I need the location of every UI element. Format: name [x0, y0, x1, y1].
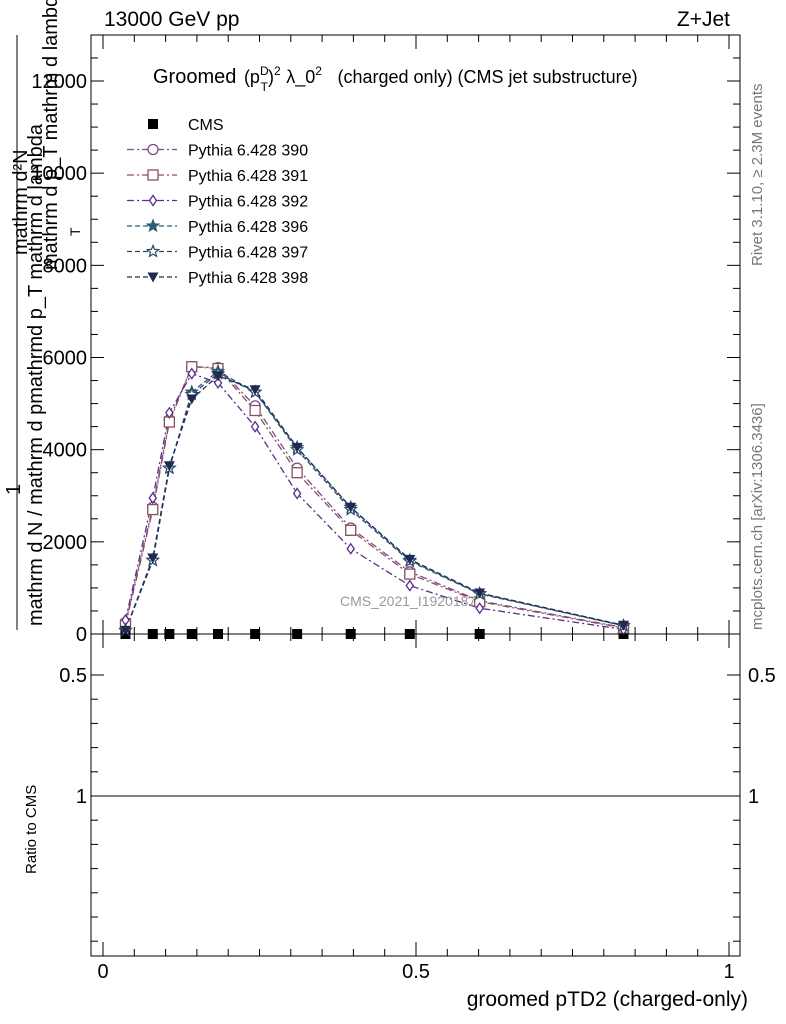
- legend-label: Pythia 6.428 397: [188, 245, 308, 262]
- ratio-y-tick-label-left: 1: [76, 786, 87, 808]
- main-y-axis-label: mathrm d²N mathrm d p_T mathrm d lambda …: [3, 0, 83, 630]
- ratio-y-tick-label-right: 1: [748, 786, 759, 808]
- legend-entry: CMS: [148, 117, 224, 134]
- rivet-version-label: Rivet 3.1.10, ≥ 2.3M events: [749, 84, 766, 267]
- main-y-tick-label: 2000: [43, 532, 88, 554]
- series-line-3: [124, 372, 624, 631]
- series-6-point: [186, 394, 198, 405]
- legend-marker: [145, 218, 161, 233]
- legend-entry: Pythia 6.428 396: [127, 218, 308, 236]
- title-superscript-2b: 2: [315, 64, 322, 78]
- main-y-tick-label: 8000: [43, 255, 88, 277]
- title-suffix: (charged only) (CMS jet substructure): [338, 67, 638, 87]
- series-6-point: [474, 588, 486, 599]
- legend-entry: Pythia 6.428 390: [127, 143, 308, 160]
- series-3-point: [292, 487, 302, 500]
- series-2-point: [249, 404, 261, 417]
- ratio-y-tick-label-left: 0.5: [59, 665, 87, 687]
- series-6-point: [212, 371, 224, 382]
- legend-label: Pythia 6.428 392: [188, 194, 308, 211]
- legend-marker: [147, 169, 159, 181]
- main-panel: 0 2000 4000 6000 8000 10000 12000 Groomed (pD T…: [31, 34, 741, 646]
- series-6-point: [119, 625, 131, 636]
- legend-entry: Pythia 6.428 398: [127, 270, 308, 287]
- ylabel-subscript-t: T: [67, 227, 83, 236]
- series-2-point: [345, 524, 357, 536]
- title-subscript-t: T: [261, 80, 269, 94]
- ratio-axis-ticks: 0.50.5112200.51: [59, 634, 776, 983]
- main-axis-ticks: 0 2000 4000 6000 8000 10000 12000: [31, 35, 740, 646]
- series-2-point: [291, 467, 303, 479]
- process-label: Z+Jet: [677, 8, 730, 31]
- series-2-point: [147, 503, 159, 516]
- series-line-4: [124, 370, 624, 631]
- legend-label: CMS: [188, 117, 224, 134]
- title-lambda: λ_0: [286, 67, 315, 88]
- energy-label: 13000 GeV pp: [104, 8, 239, 31]
- series-line-1: [124, 366, 624, 629]
- main-y-tick-label: 6000: [43, 348, 88, 370]
- series-line-2: [124, 366, 624, 629]
- legend-label: Pythia 6.428 391: [188, 168, 308, 185]
- legend-marker: [148, 194, 158, 207]
- series-6-point: [163, 461, 175, 472]
- analysis-watermark: CMS_2021_I1920187: [340, 593, 476, 609]
- ratio-panel: 0.50.5112200.51 Ratio to CMS: [23, 633, 776, 983]
- mcplots-label: mcplots.cern.ch [arXiv:1306.3436]: [749, 403, 766, 630]
- x-axis-label: groomed pTD2 (charged-only): [467, 988, 748, 1011]
- series-3-point: [213, 376, 223, 389]
- legend-entry: Pythia 6.428 397: [127, 243, 308, 262]
- ylabel-numerator: mathrm d²N: [10, 149, 32, 255]
- x-tick-label: 0.5: [402, 961, 430, 983]
- ratio-y-tick-label-right: 0.5: [748, 665, 776, 687]
- legend-marker: [145, 243, 161, 258]
- legend-label: Pythia 6.428 390: [188, 143, 308, 160]
- ratio-y-axis-label: Ratio to CMS: [23, 785, 40, 874]
- ratio-plot-frame: [90, 633, 741, 957]
- main-series-lines: [124, 366, 624, 631]
- plot-title: Groomed (pD T)2 λ_02 (charged only) (CMS …: [153, 58, 638, 94]
- series-3-point: [346, 542, 356, 555]
- series-6-point: [249, 385, 261, 396]
- series-3-point: [475, 602, 484, 615]
- series-3-point: [405, 579, 415, 592]
- ylabel-main: mathrm d N / mathrm d pmathrmd p_T mathr…: [25, 123, 47, 626]
- ylabel-one: 1: [3, 484, 25, 495]
- series-3-point: [250, 420, 260, 433]
- svg-text:Groomed (pDT)2: Groomed (pD T)2 λ_02 (charged only) (CMS …: [153, 58, 638, 94]
- main-y-tick-label: 0: [76, 624, 87, 646]
- main-y-tick-label: 4000: [43, 440, 88, 462]
- series-6-point: [291, 442, 303, 453]
- legend-marker: [148, 119, 158, 129]
- series-3-point: [148, 491, 158, 505]
- series-line-5: [124, 372, 624, 631]
- legend-label: Pythia 6.428 398: [188, 270, 308, 287]
- legend-marker: [147, 272, 159, 283]
- legend-entry: Pythia 6.428 392: [127, 194, 308, 211]
- x-tick-label: 0: [97, 961, 108, 983]
- legend-label: Pythia 6.428 396: [188, 219, 308, 236]
- legend: CMS Pythia 6.428 390 Pythia 6.428 391 Pythi…: [127, 117, 308, 287]
- legend-marker: [147, 143, 159, 156]
- title-prefix: Groomed: [153, 66, 236, 88]
- series-3-point: [165, 406, 174, 419]
- series-6-point: [147, 553, 159, 564]
- title-superscript-d: D: [260, 64, 269, 78]
- x-tick-label: 1: [723, 961, 734, 983]
- series-6-point: [404, 554, 416, 565]
- main-y-tick-label: 10000: [31, 163, 87, 185]
- ylabel-denominator: mathrm d p_T mathrm d lambda: [40, 0, 62, 270]
- series-3-point: [187, 367, 197, 380]
- main-y-tick-label: 12000: [31, 71, 87, 93]
- series-2-point: [404, 568, 416, 580]
- series-6-point: [618, 620, 630, 631]
- series-6-point: [345, 502, 357, 513]
- title-superscript-2: 2: [274, 64, 281, 78]
- legend-entry: Pythia 6.428 391: [127, 168, 308, 185]
- main-series-markers: [118, 361, 631, 639]
